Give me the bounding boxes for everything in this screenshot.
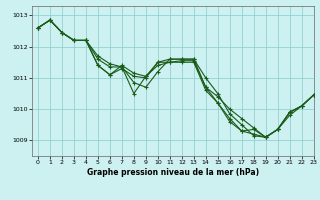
X-axis label: Graphe pression niveau de la mer (hPa): Graphe pression niveau de la mer (hPa) — [87, 168, 259, 177]
